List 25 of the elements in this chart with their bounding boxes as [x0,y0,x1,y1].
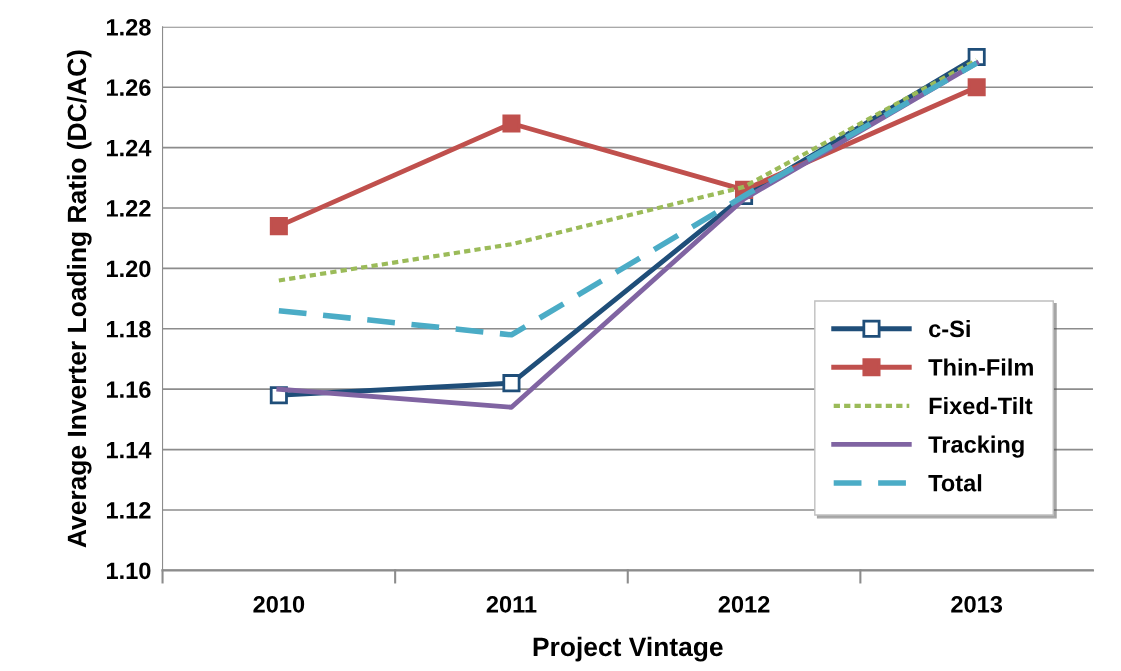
point [502,114,521,133]
y-tick-label: 1.24 [106,139,152,157]
legend-label: Thin-Film [928,358,1033,376]
x-tick-label: 2010 [253,595,305,613]
x-tick-label: 2013 [951,595,1003,613]
legend-label: Tracking [928,435,1024,458]
y-tick-label: 1.26 [106,79,151,97]
y-tick-label: 1.14 [106,441,152,459]
y-tick-label: 1.22 [106,200,151,217]
legend-label: c-Si [929,319,970,338]
y-axis-title: Average Inverter Loading Ratio (DC/AC) [66,50,92,548]
y-tick-label: 1.16 [106,381,151,398]
x-axis-title: Project Vintage [533,636,723,662]
y-tick-label: 1.12 [106,502,151,519]
y-tick-label: 1.18 [106,320,151,338]
point [967,78,986,97]
y-tick-label: 1.10 [106,562,151,580]
y-tick-label: 1.20 [106,260,151,278]
x-tick-label: 2011 [486,595,537,613]
x-tick-label: 2012 [718,595,770,613]
point [502,374,521,393]
legend-label: Total [928,474,982,492]
legend-label: Fixed-Tilt [929,396,1033,415]
y-tick-label: 1.28 [106,18,151,36]
point [269,217,288,236]
